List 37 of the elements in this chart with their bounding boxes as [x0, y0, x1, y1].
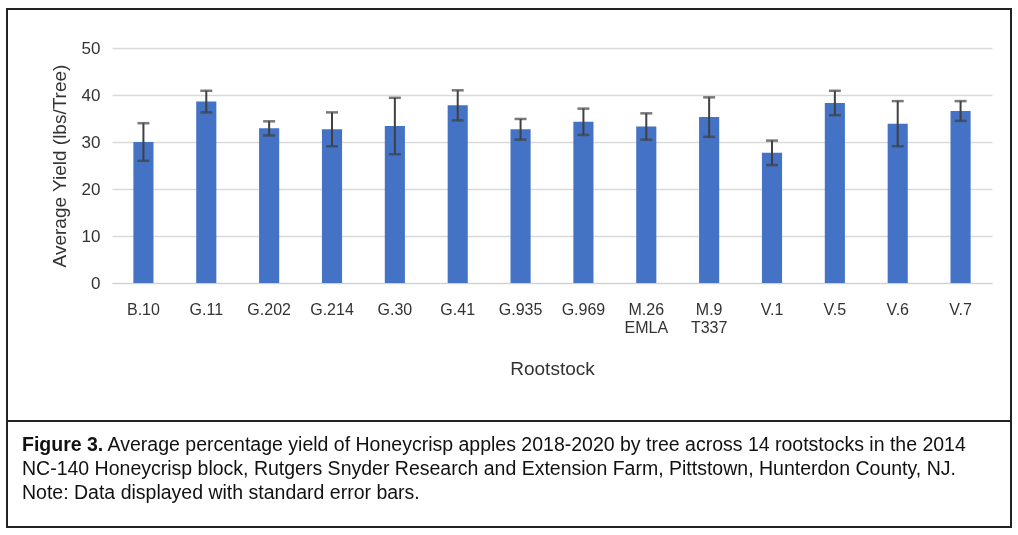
y-tick-label: 30 — [81, 132, 101, 152]
y-axis-title: Average Yield (lbs/Tree) — [48, 64, 70, 268]
bar — [133, 142, 154, 283]
bar — [447, 105, 468, 283]
x-tick-label: M.9 T337 — [690, 300, 728, 336]
bar — [321, 129, 343, 283]
caption: Figure 3. Average percentage yield of Honeycrisp apples 2018-2020 by tree across 14 rootstocks in the 2014 NC-140 Honeycrisp block, Rutgers Snyder Research and Extension Farm, Pittstown, Hunterdon County, NJ. Note: Data displayed with standard error bars. — [22, 433, 966, 503]
x-tick-label: B.10 — [126, 300, 160, 318]
bar — [384, 126, 405, 283]
x-tick-label: G.935 — [498, 300, 543, 318]
x-tick-label: V.5 — [823, 300, 847, 318]
x-tick-label: M.26 EMLA — [624, 300, 669, 336]
bar — [259, 128, 280, 283]
y-tick-label: 10 — [81, 226, 101, 246]
x-tick-label: V.6 — [886, 300, 910, 318]
x-tick-label: V.7 — [949, 300, 972, 318]
y-tick-label: 20 — [81, 179, 101, 199]
x-tick-label: G.41 — [440, 300, 476, 318]
y-tick-label: 40 — [81, 85, 101, 105]
bar — [510, 129, 531, 283]
x-tick-label: V.1 — [760, 300, 784, 318]
bar — [636, 126, 657, 283]
x-axis-title: Rootstock — [510, 357, 596, 379]
bar — [950, 110, 971, 283]
bar — [573, 121, 594, 283]
x-tick-label: G.969 — [561, 300, 606, 318]
bar — [699, 117, 720, 283]
bar — [824, 102, 845, 283]
y-tick-label: 0 — [91, 273, 101, 293]
x-tick-label: G.214 — [310, 300, 354, 318]
bar — [887, 123, 908, 283]
bar — [761, 152, 783, 283]
x-tick-label: G.30 — [377, 300, 413, 318]
bar — [196, 101, 217, 283]
x-tick-label: G.11 — [189, 300, 224, 318]
y-tick-label: 50 — [81, 38, 101, 58]
x-tick-label: G.202 — [247, 300, 292, 318]
